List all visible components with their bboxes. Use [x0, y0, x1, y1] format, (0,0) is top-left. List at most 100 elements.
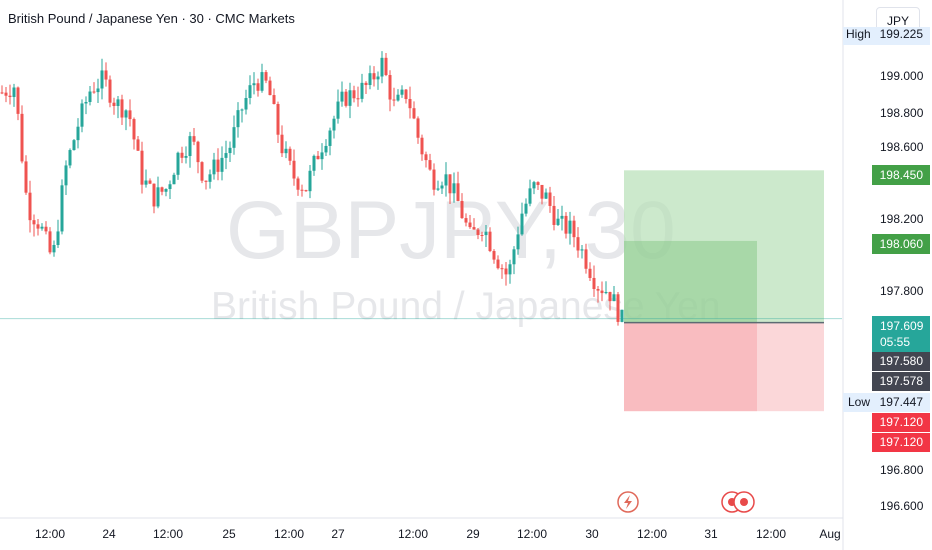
- x-tick-label: 29: [466, 527, 480, 541]
- stop-price-badge-repeat: 197.120: [872, 433, 930, 452]
- candle-body: [64, 165, 68, 186]
- candle-body: [184, 156, 188, 158]
- candle-body: [212, 159, 216, 175]
- candle-body: [468, 222, 472, 228]
- candle-body: [76, 126, 80, 141]
- candle-body: [24, 161, 28, 193]
- candle-body: [444, 174, 448, 186]
- low-marker: Low: [843, 393, 878, 412]
- candle-body: [436, 188, 440, 190]
- candle-body: [540, 184, 544, 199]
- candle-body: [280, 134, 284, 154]
- x-tick-label: 12:00: [398, 527, 428, 541]
- y-tick-199000: 199.000: [880, 69, 924, 83]
- x-tick-label: Aug: [819, 527, 840, 541]
- candle-body: [460, 200, 464, 219]
- candle-body: [48, 231, 52, 253]
- candle-body: [316, 155, 320, 160]
- candle-body: [384, 57, 388, 76]
- current-price-value: 197.609: [880, 319, 924, 333]
- candle-body: [544, 192, 548, 199]
- candle-body: [464, 218, 468, 223]
- x-tick-label: 24: [102, 527, 116, 541]
- candle-body: [116, 99, 120, 106]
- candle-body: [216, 159, 220, 172]
- candle-body: [356, 98, 360, 100]
- candle-body: [564, 215, 568, 234]
- candle-body: [428, 160, 432, 170]
- symbol-watermark: GBPJPY, 30: [226, 185, 676, 276]
- candle-body: [348, 90, 352, 106]
- candle-body: [456, 183, 460, 201]
- x-tick-label: 27: [331, 527, 345, 541]
- bid-price-badge: 197.580: [872, 352, 930, 371]
- candle-body: [360, 82, 364, 99]
- candle-body: [528, 188, 532, 204]
- candle-body: [588, 268, 592, 278]
- candle-body: [128, 110, 132, 120]
- candle-body: [288, 148, 292, 161]
- candle-body: [132, 119, 136, 140]
- candle-body: [500, 268, 504, 270]
- candle-body: [256, 83, 260, 91]
- second-target-badge: 198.060: [872, 234, 930, 254]
- candle-body: [244, 98, 248, 110]
- candle-body: [124, 110, 128, 118]
- candle-body: [400, 89, 404, 95]
- candle-body: [88, 91, 92, 102]
- candle-body: [324, 145, 328, 153]
- candle-body: [168, 184, 172, 190]
- candle-body: [172, 174, 176, 185]
- low-marker-value: 197.447: [872, 393, 930, 412]
- candle-body: [492, 251, 496, 260]
- x-tick-label: 12:00: [517, 527, 547, 541]
- candle-body: [484, 231, 488, 236]
- candle-body: [4, 92, 8, 96]
- candle-body: [108, 79, 112, 103]
- x-tick-label: 12:00: [756, 527, 786, 541]
- candle-body: [12, 87, 16, 98]
- candle-body: [392, 99, 396, 101]
- candle-body: [136, 139, 140, 151]
- bar-countdown: 05:55: [880, 335, 911, 349]
- candle-body: [620, 309, 624, 322]
- candle-body: [224, 153, 228, 158]
- candle-body: [28, 192, 32, 221]
- candle-body: [196, 141, 200, 163]
- candle-body: [236, 110, 240, 128]
- y-tick-196800: 196.800: [880, 463, 924, 477]
- candle-body: [512, 249, 516, 265]
- candle-body: [560, 215, 564, 219]
- candle-body: [96, 88, 100, 93]
- high-marker-value: 199.225: [872, 27, 930, 45]
- candle-body: [532, 182, 536, 189]
- target-price-badge: 198.450: [872, 165, 930, 185]
- candle-body: [40, 226, 44, 229]
- candle-body: [524, 203, 528, 214]
- x-tick-label: 31: [704, 527, 718, 541]
- candle-body: [448, 174, 452, 194]
- candle-body: [576, 237, 580, 251]
- candle-body: [556, 218, 560, 225]
- candle-body: [596, 289, 600, 291]
- candle-body: [84, 101, 88, 104]
- candle-body: [616, 294, 620, 322]
- y-tick-197800: 197.800: [880, 284, 924, 298]
- candle-body: [160, 187, 164, 192]
- profit-zone: [624, 170, 824, 323]
- candle-body: [308, 170, 312, 192]
- x-tick-label: 12:00: [637, 527, 667, 541]
- candle-body: [612, 294, 616, 302]
- candle-body: [156, 187, 160, 207]
- candle-body: [480, 234, 484, 236]
- candle-body: [404, 89, 408, 100]
- candle-body: [372, 73, 376, 80]
- candle-body: [516, 234, 520, 250]
- loss-zone-inner: [624, 322, 757, 412]
- candle-body: [340, 91, 344, 102]
- candle-body: [352, 90, 356, 99]
- candle-body: [568, 220, 572, 234]
- candle-body: [504, 268, 508, 275]
- candle-body: [536, 182, 540, 185]
